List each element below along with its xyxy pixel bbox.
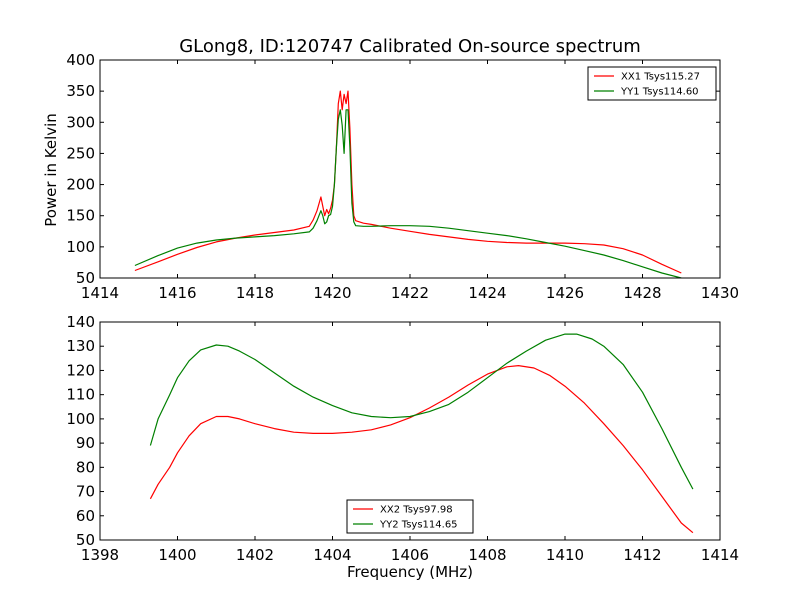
x-tick-label: 1430: [701, 284, 739, 302]
y-tick-label: 130: [66, 337, 95, 355]
y-tick-label: 50: [76, 269, 95, 287]
legend-label-1: XX1 Tsys115.27: [621, 72, 700, 83]
x-tick-label: 1416: [158, 284, 196, 302]
y-tick-label: 200: [66, 176, 95, 194]
y-tick-label: 90: [76, 434, 95, 452]
series-line-1: [134, 90, 682, 274]
y-tick-label: 100: [66, 410, 95, 428]
x-tick-label: 1398: [81, 546, 119, 564]
x-tick-label: 1412: [623, 546, 661, 564]
y-tick-label: 60: [76, 507, 95, 525]
y-tick-label: 250: [66, 144, 95, 162]
x-tick-label: 1406: [391, 546, 429, 564]
y-tick-label: 50: [76, 531, 95, 549]
y-tick-label: 400: [66, 51, 95, 69]
y-tick-label: 70: [76, 483, 95, 501]
bottom-spectrum-panel: 1398 1400 1402 1404 1406 1408 1410 1412 1414 50 60…: [66, 313, 739, 564]
x-tick-label: 1400: [158, 546, 196, 564]
legend-label-1: XX2 Tsys97.98: [380, 505, 453, 516]
x-tick-label: 1404: [313, 546, 351, 564]
y-tick-label: 80: [76, 458, 95, 476]
series-line-2: [149, 333, 694, 490]
y-tick-label: 120: [66, 361, 95, 379]
x-tick-label: 1424: [468, 284, 506, 302]
x-tick-label: 1408: [468, 546, 506, 564]
series-line-2: [134, 109, 682, 278]
bottom-x-axis-label: Frequency (MHz): [347, 563, 473, 581]
chart-title: GLong8, ID:120747 Calibrated On-source s…: [179, 36, 641, 57]
y-tick-label: 110: [66, 386, 95, 404]
y-tick-label: 300: [66, 113, 95, 131]
y-tick-label: 140: [66, 313, 95, 331]
series-line-1: [149, 365, 694, 534]
legend-box: [346, 499, 474, 534]
legend-label-2: YY1 Tsys114.60: [620, 87, 699, 98]
legend-label-2: YY2 Tsys114.65: [379, 520, 458, 531]
x-tick-label: 1414: [701, 546, 739, 564]
x-tick-label: 1428: [623, 284, 661, 302]
x-tick-label: 1418: [236, 284, 274, 302]
y-tick-label: 100: [66, 238, 95, 256]
x-tick-label: 1426: [546, 284, 584, 302]
top-y-axis-label: Power in Kelvin: [42, 113, 60, 227]
y-tick-label: 150: [66, 207, 95, 225]
top-spectrum-panel: 1414 1416 1418 1420 1422 1424 1426 1428 1430 50 10…: [66, 51, 739, 302]
x-tick-label: 1414: [81, 284, 119, 302]
y-tick-label: 350: [66, 82, 95, 100]
x-tick-label: 1410: [546, 546, 584, 564]
x-tick-label: 1422: [391, 284, 429, 302]
legend-box: [587, 66, 717, 101]
x-tick-label: 1420: [313, 284, 351, 302]
x-tick-label: 1402: [236, 546, 274, 564]
